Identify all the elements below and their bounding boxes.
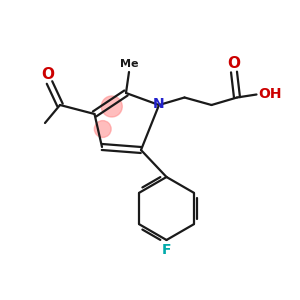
Text: O: O xyxy=(227,56,241,71)
Text: N: N xyxy=(153,97,165,110)
Circle shape xyxy=(101,96,122,117)
Text: O: O xyxy=(41,67,55,82)
Text: F: F xyxy=(162,243,171,256)
Text: Me: Me xyxy=(120,58,138,69)
Circle shape xyxy=(94,121,111,137)
Text: OH: OH xyxy=(258,88,282,101)
